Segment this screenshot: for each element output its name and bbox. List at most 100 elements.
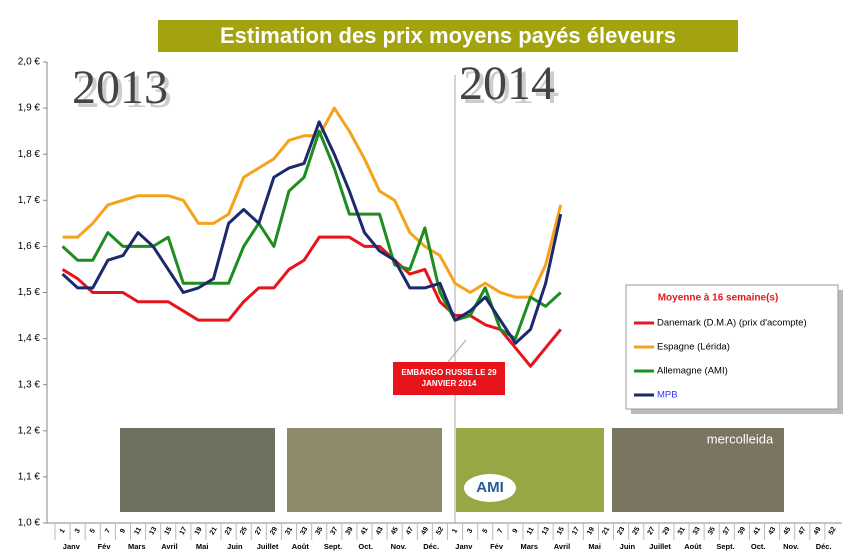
month-label: Sept. (716, 542, 734, 551)
month-label: Juillet (649, 542, 671, 551)
x-tick-label: 29 (662, 526, 672, 536)
x-tick-label: 45 (782, 526, 792, 536)
x-tick-label: 52 (828, 526, 838, 536)
month-label: Nov. (783, 542, 799, 551)
month-label: Fév (98, 542, 112, 551)
month-label: Oct. (358, 542, 373, 551)
x-tick-label: 33 (692, 526, 702, 536)
x-tick-label: 9 (512, 528, 520, 535)
month-label: Janv (455, 542, 473, 551)
x-tick-label: 11 (526, 526, 536, 536)
annotation-pointer (448, 340, 466, 362)
x-tick-label: 25 (632, 526, 642, 536)
x-tick-label: 17 (179, 526, 189, 536)
month-label: Nov. (391, 542, 407, 551)
x-tick-label: 19 (194, 526, 204, 536)
photo (287, 428, 442, 512)
x-tick-label: 1 (451, 528, 459, 535)
year-label: 2013 (72, 61, 168, 114)
x-tick-label: 27 (647, 526, 657, 536)
x-tick-label: 13 (541, 526, 551, 536)
x-tick-label: 1 (59, 528, 67, 535)
x-tick-label: 43 (375, 526, 385, 536)
chart-title: Estimation des prix moyens payés éleveur… (220, 23, 676, 48)
month-label: Juin (620, 542, 636, 551)
x-tick-label: 47 (798, 526, 808, 536)
x-tick-label: 21 (601, 526, 611, 536)
legend-label: Allemagne (AMI) (657, 366, 728, 377)
month-label: Mars (521, 542, 539, 551)
x-tick-label: 15 (556, 526, 566, 536)
x-tick-label: 31 (284, 526, 294, 536)
x-tick-label: 37 (722, 526, 732, 536)
y-tick-label: 1,5 € (18, 287, 41, 298)
x-tick-label: 39 (345, 526, 355, 536)
x-tick-label: 7 (104, 528, 112, 535)
y-tick-label: 2,0 € (18, 57, 41, 68)
month-label: Avril (161, 542, 177, 551)
x-tick-label: 37 (330, 526, 340, 536)
month-label: Janv (63, 542, 81, 551)
y-tick-label: 1,3 € (18, 379, 41, 390)
y-tick-label: 1,7 € (18, 195, 41, 206)
x-tick-label: 49 (420, 526, 430, 536)
x-tick-label: 47 (405, 526, 415, 536)
month-label: Déc. (423, 542, 439, 551)
x-tick-label: 39 (737, 526, 747, 536)
series-line (63, 108, 561, 297)
y-tick-label: 1,4 € (18, 333, 41, 344)
y-tick-label: 1,0 € (18, 518, 41, 529)
x-tick-label: 5 (482, 528, 490, 535)
x-tick-label: 25 (239, 526, 249, 536)
x-tick-label: 13 (148, 526, 158, 536)
x-tick-label: 11 (133, 526, 143, 536)
legend-label: MPB (657, 390, 678, 401)
x-tick-label: 23 (616, 526, 626, 536)
y-tick-label: 1,2 € (18, 425, 41, 436)
y-tick-label: 1,1 € (18, 472, 41, 483)
x-tick-label: 45 (390, 526, 400, 536)
x-tick-label: 21 (209, 526, 219, 536)
month-label: Juillet (257, 542, 279, 551)
month-label: Fév (490, 542, 504, 551)
x-tick-label: 23 (224, 526, 234, 536)
legend-title: Moyenne à 16 semaine(s) (658, 293, 779, 304)
year-label: 2014 (459, 57, 555, 110)
x-tick-label: 33 (299, 526, 309, 536)
x-tick-label: 5 (89, 528, 97, 535)
month-label: Juin (227, 542, 243, 551)
x-tick-label: 19 (586, 526, 596, 536)
x-tick-label: 3 (466, 528, 474, 535)
x-tick-label: 3 (74, 528, 82, 535)
x-tick-label: 35 (707, 526, 717, 536)
photo-caption: mercolleida (707, 431, 774, 446)
series-line (63, 237, 561, 366)
x-tick-label: 31 (677, 526, 687, 536)
x-tick-label: 52 (435, 526, 445, 536)
month-label: Sept. (324, 542, 342, 551)
chart: Estimation des prix moyens payés éleveur… (0, 0, 848, 560)
photos: AMI mercolleida (120, 428, 784, 512)
x-tick-label: 15 (164, 526, 174, 536)
month-label: Oct. (751, 542, 766, 551)
legend-label: Danemark (D.M.A) (prix d'acompte) (657, 318, 807, 329)
x-tick-label: 17 (571, 526, 581, 536)
month-label: Août (684, 542, 702, 551)
y-tick-label: 1,8 € (18, 149, 41, 160)
photo-caption: AMI (476, 479, 504, 496)
y-tick-label: 1,6 € (18, 241, 41, 252)
month-label: Mai (196, 542, 209, 551)
y-tick-label: 1,9 € (18, 103, 41, 114)
x-tick-label: 43 (767, 526, 777, 536)
x-tick-label: 41 (360, 526, 370, 536)
month-label: Mai (588, 542, 601, 551)
x-tick-label: 27 (254, 526, 264, 536)
month-label: Déc. (816, 542, 832, 551)
x-tick-label: 9 (119, 528, 127, 535)
month-label: Août (292, 542, 310, 551)
x-tick-label: 35 (315, 526, 325, 536)
x-tick-label: 29 (269, 526, 279, 536)
month-label: Avril (554, 542, 570, 551)
photo (120, 428, 275, 512)
legend-label: Espagne (Lérida) (657, 342, 730, 353)
